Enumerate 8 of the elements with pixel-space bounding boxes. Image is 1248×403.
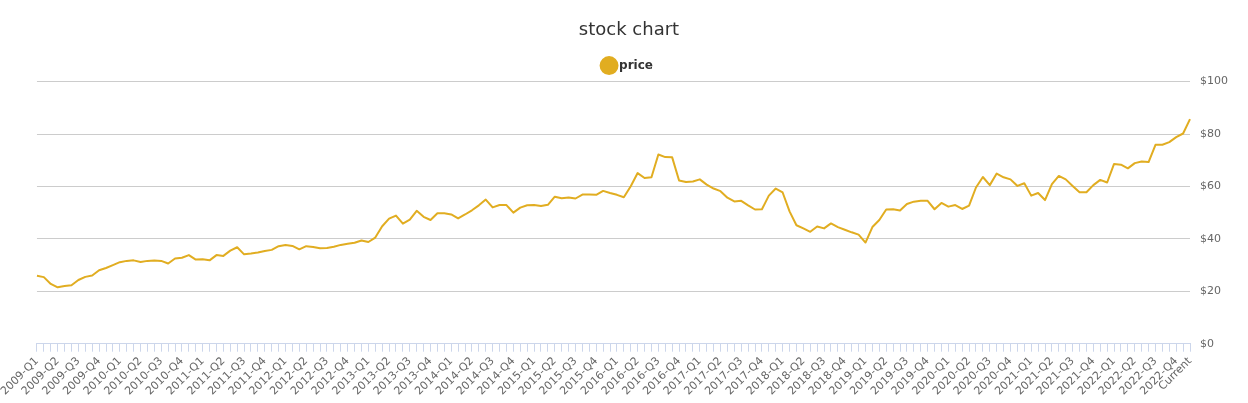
y-tick-label: $100: [1200, 74, 1229, 88]
legend-label: price: [619, 57, 653, 72]
y-tick-label: $60: [1200, 179, 1222, 193]
y-tick-label: $0: [1200, 336, 1215, 350]
y-tick-label: $20: [1200, 284, 1222, 298]
chart-title: stock chart: [578, 18, 680, 40]
y-tick-label: $40: [1200, 231, 1222, 245]
y-tick-label: $80: [1200, 126, 1222, 140]
